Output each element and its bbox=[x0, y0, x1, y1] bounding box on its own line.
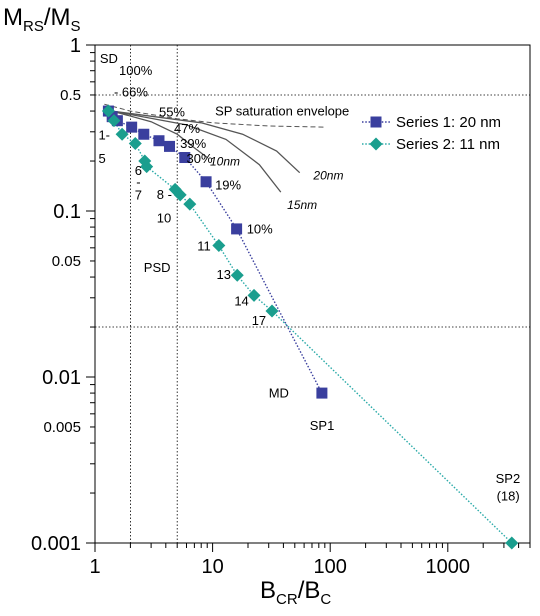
axis-title-part: C bbox=[320, 591, 331, 608]
axis-title-part: /B bbox=[298, 577, 321, 604]
theory-curve-label: 20nm bbox=[312, 168, 343, 182]
series-2-point bbox=[230, 268, 244, 282]
point-annotation: 19% bbox=[215, 177, 241, 192]
y-tick-label: 0.05 bbox=[52, 253, 81, 270]
y-tick-label: 0.005 bbox=[43, 419, 81, 436]
series-1-point bbox=[126, 121, 138, 133]
series-2-point bbox=[128, 137, 142, 151]
point-annotation: 100% bbox=[119, 63, 153, 78]
y-tick-label: 0.5 bbox=[60, 87, 81, 104]
series-1-point bbox=[316, 387, 328, 399]
x-tick-label: 1000 bbox=[426, 556, 471, 578]
point-annotation: SP2 bbox=[496, 471, 521, 486]
series-2-point bbox=[505, 536, 519, 550]
point-annotation: 10 bbox=[157, 211, 171, 226]
y-tick-label: 0.001 bbox=[31, 533, 81, 555]
series-2-point bbox=[101, 104, 115, 118]
axis-title-part: /M bbox=[44, 4, 71, 31]
series-2-point bbox=[173, 188, 187, 202]
point-annotation: 5 bbox=[98, 151, 105, 166]
axis-title-part: B bbox=[260, 577, 276, 604]
y-tick-label: 0.1 bbox=[53, 201, 81, 223]
point-annotation: 55% bbox=[159, 105, 185, 120]
theory-curve bbox=[112, 110, 301, 174]
point-annotation: SP1 bbox=[310, 418, 335, 433]
x-tick-label: 10 bbox=[201, 556, 223, 578]
series-2-point bbox=[107, 114, 121, 128]
point-annotation: 6 bbox=[135, 163, 142, 178]
saturation-envelope-line bbox=[104, 103, 325, 128]
point-annotation: 7 bbox=[135, 188, 142, 203]
series-1-point bbox=[200, 176, 212, 188]
theory-curve-label: 15nm bbox=[287, 198, 317, 212]
region-label: PSD bbox=[144, 260, 171, 275]
point-annotation: (18) bbox=[497, 489, 520, 504]
axis-title-part: S bbox=[71, 18, 81, 35]
point-annotation: - 66% bbox=[114, 84, 148, 99]
x-tick-label: 1 bbox=[89, 556, 100, 578]
axis-title-part: M bbox=[3, 4, 23, 31]
point-annotation: 13 bbox=[217, 267, 231, 282]
axis-title-part: CR bbox=[276, 591, 298, 608]
theory-curve bbox=[112, 110, 282, 193]
plot-frame bbox=[94, 44, 531, 544]
legend-label: Series 1: 20 nm bbox=[396, 114, 501, 131]
theory-curve-label: 10nm bbox=[210, 154, 240, 168]
point-annotation: - bbox=[136, 175, 140, 190]
region-label: MD bbox=[269, 386, 289, 401]
y-axis-title: MRS/MS bbox=[3, 4, 81, 35]
point-annotation: 10% bbox=[247, 222, 273, 237]
saturation-envelope-label: SP saturation envelope bbox=[215, 104, 349, 119]
series-2-point bbox=[247, 288, 261, 302]
point-annotation: 39% bbox=[180, 136, 206, 151]
legend-marker-square bbox=[370, 116, 382, 128]
point-annotation: 14 bbox=[234, 293, 248, 308]
series-1-point bbox=[153, 135, 165, 147]
x-axis-title: BCR/BC bbox=[260, 577, 331, 608]
axis-title-part: RS bbox=[23, 18, 44, 35]
series-2-point bbox=[183, 197, 197, 211]
series-1-point bbox=[163, 140, 175, 152]
series-1-point bbox=[231, 223, 243, 235]
series-2-point bbox=[212, 238, 226, 252]
series-2-point bbox=[115, 127, 129, 141]
y-tick-label: 1 bbox=[70, 35, 81, 57]
point-annotation: 8 - bbox=[157, 187, 172, 202]
y-tick-label: 0.01 bbox=[42, 367, 81, 389]
series-2-point bbox=[265, 304, 279, 318]
series-2-point bbox=[140, 160, 154, 174]
region-label: SD bbox=[100, 51, 118, 66]
legend-marker-diamond bbox=[369, 137, 383, 151]
point-annotation: 30% bbox=[187, 151, 213, 166]
x-tick-label: 100 bbox=[314, 556, 347, 578]
series-1-point bbox=[138, 128, 150, 140]
point-annotation: 47% bbox=[174, 121, 200, 136]
theory-curve bbox=[112, 110, 208, 159]
legend-label: Series 2: 11 nm bbox=[396, 136, 500, 153]
point-annotation: 17 bbox=[252, 313, 266, 328]
point-annotation: 1- bbox=[98, 127, 110, 142]
series-1-point bbox=[179, 152, 191, 164]
point-annotation: 11 bbox=[197, 238, 211, 253]
